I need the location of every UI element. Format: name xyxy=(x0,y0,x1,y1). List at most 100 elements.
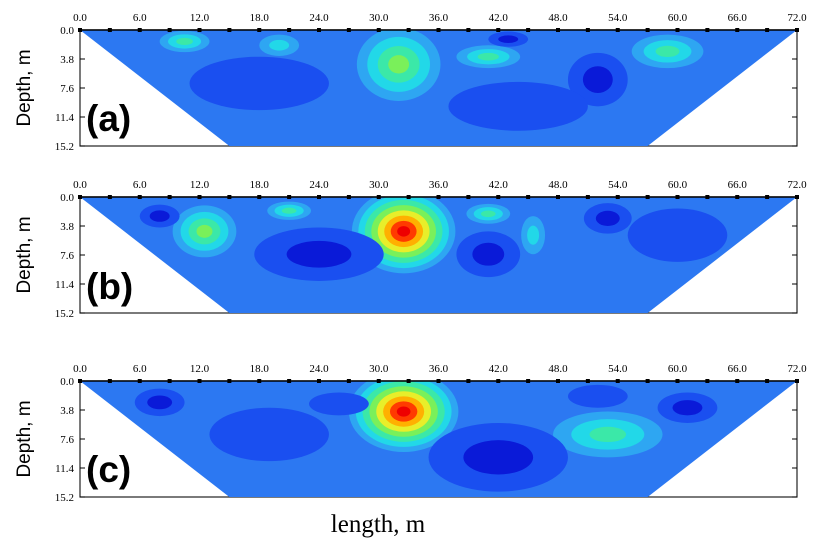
anomaly xyxy=(631,34,704,69)
contour-level xyxy=(498,35,519,43)
x-tick-label: 54.0 xyxy=(608,363,628,375)
x-tick-label: 66.0 xyxy=(728,12,748,24)
x-tick-label: 60.0 xyxy=(668,12,688,24)
x-tick-label: 36.0 xyxy=(429,179,449,191)
contour-level xyxy=(388,55,410,74)
x-axis-label: length, m xyxy=(331,511,426,538)
anomaly xyxy=(189,56,329,111)
y-tick-label: 7.6 xyxy=(60,250,74,262)
y-axis-label-c: Depth, m xyxy=(14,400,35,477)
x-tick-label: 60.0 xyxy=(668,179,688,191)
x-tick-label: 24.0 xyxy=(309,363,329,375)
x-tick-label: 72.0 xyxy=(787,12,807,24)
x-tick-label: 66.0 xyxy=(728,363,748,375)
contour-level xyxy=(397,226,411,237)
contour-level xyxy=(286,240,352,268)
x-tick-label: 18.0 xyxy=(250,179,270,191)
anomaly xyxy=(254,227,384,281)
x-tick-label: 0.0 xyxy=(73,179,87,191)
y-tick-label: 15.2 xyxy=(55,141,74,153)
x-tick-label: 36.0 xyxy=(429,12,449,24)
x-tick-label: 0.0 xyxy=(73,363,87,375)
x-tick-label: 60.0 xyxy=(668,363,688,375)
contour-level xyxy=(567,384,628,408)
anomaly xyxy=(456,231,521,278)
y-tick-label: 0.0 xyxy=(60,25,74,37)
y-tick-label: 0.0 xyxy=(60,376,74,388)
anomaly xyxy=(448,81,588,131)
anomaly xyxy=(553,411,663,458)
contour-level xyxy=(281,207,297,214)
anomaly xyxy=(567,52,628,107)
panel-label-c: (c) xyxy=(86,449,131,490)
y-tick-label: 11.4 xyxy=(55,112,74,124)
anomaly xyxy=(159,30,210,53)
anomaly xyxy=(134,388,185,417)
contour-level xyxy=(477,52,499,61)
x-tick-label: 30.0 xyxy=(369,179,389,191)
anomaly xyxy=(309,392,369,416)
contour-level xyxy=(589,426,627,443)
anomaly xyxy=(267,201,312,220)
panel-a: 0.0 6.0 12.0 18.0 24.0 30.0 36.0 42.0 48.0 54.0 60… xyxy=(14,12,807,153)
contour-level xyxy=(472,242,505,266)
contour-level xyxy=(209,407,329,462)
x-tick-label: 24.0 xyxy=(309,12,329,24)
resistivity-section xyxy=(80,197,797,313)
contour-level xyxy=(149,210,170,222)
x-tick-label: 48.0 xyxy=(548,179,568,191)
anomaly xyxy=(456,45,521,69)
x-tick-label: 66.0 xyxy=(728,179,748,191)
x-tick-label: 36.0 xyxy=(429,363,449,375)
y-tick-label: 3.8 xyxy=(60,221,74,233)
contour-level xyxy=(582,66,613,93)
anomaly xyxy=(209,407,329,462)
contour-level xyxy=(672,400,703,416)
x-tick-label: 24.0 xyxy=(309,179,329,191)
panel-b: 0.0 6.0 12.0 18.0 24.0 30.0 36.0 42.0 48.0 54.0 60… xyxy=(14,179,807,320)
x-tick-label: 30.0 xyxy=(369,12,389,24)
contour-level xyxy=(396,406,411,417)
contour-level xyxy=(480,210,496,218)
anomaly xyxy=(466,203,511,224)
anomaly xyxy=(488,31,529,47)
y-tick-label: 0.0 xyxy=(60,192,74,204)
contour-level xyxy=(196,224,213,238)
contour-level xyxy=(463,440,534,475)
y-tick-label: 3.8 xyxy=(60,405,74,417)
anomaly xyxy=(627,208,728,262)
x-tick-label: 48.0 xyxy=(548,363,568,375)
contour-level xyxy=(655,45,680,57)
y-tick-label: 15.2 xyxy=(55,308,74,320)
contour-level xyxy=(269,39,290,51)
resistivity-section xyxy=(80,30,797,146)
anomaly xyxy=(348,381,459,452)
x-tick-label: 12.0 xyxy=(190,363,210,375)
y-tick-label: 7.6 xyxy=(60,83,74,95)
x-tick-label: 54.0 xyxy=(608,12,628,24)
x-tick-label: 0.0 xyxy=(73,12,87,24)
x-tick-label: 6.0 xyxy=(133,12,147,24)
x-tick-label: 18.0 xyxy=(250,12,270,24)
anomaly xyxy=(259,34,300,56)
anomaly xyxy=(139,204,180,228)
anomaly xyxy=(351,197,456,274)
contour-level xyxy=(309,392,369,416)
anomaly xyxy=(356,30,441,101)
resistivity-section xyxy=(80,381,797,497)
contour-level xyxy=(147,395,173,410)
x-tick-label: 54.0 xyxy=(608,179,628,191)
x-tick-label: 42.0 xyxy=(489,363,509,375)
y-tick-label: 11.4 xyxy=(55,279,74,291)
y-axis-label-a: Depth, m xyxy=(14,49,35,126)
anomaly xyxy=(428,422,568,492)
contour-level xyxy=(595,210,620,226)
anomaly xyxy=(583,203,632,234)
y-tick-label: 3.8 xyxy=(60,54,74,66)
contour-level xyxy=(189,56,329,111)
x-tick-label: 30.0 xyxy=(369,363,389,375)
contour-level xyxy=(448,81,588,131)
y-axis-label-b: Depth, m xyxy=(14,216,35,293)
x-tick-label: 12.0 xyxy=(190,179,210,191)
